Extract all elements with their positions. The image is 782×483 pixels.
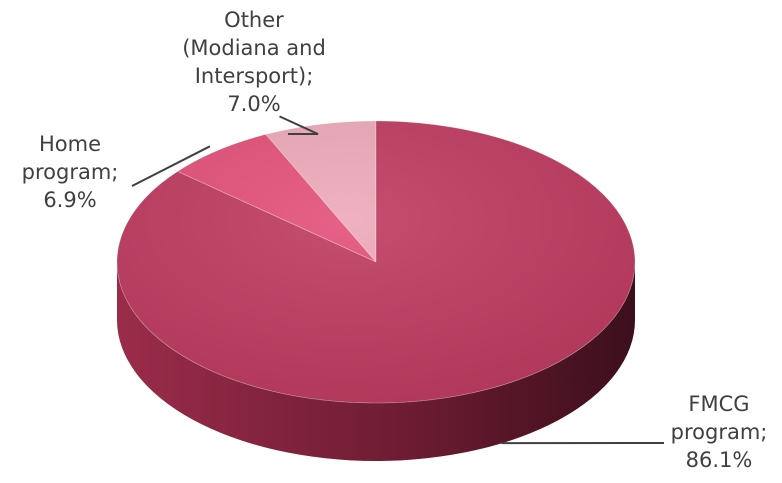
pie-top-face <box>116 120 636 404</box>
leader-lines <box>131 115 665 445</box>
leader-line-home <box>131 145 211 187</box>
slice-label-other: Other (Modiana and Intersport); 7.0% <box>182 8 326 116</box>
pie-side-wall-fmcg <box>117 262 635 461</box>
leader-line-other <box>279 115 319 135</box>
slice-label-home: Home program; 6.9% <box>21 132 119 212</box>
pie-top-shading <box>117 121 635 403</box>
slice-label-fmcg: FMCG program; 86.1% <box>670 392 768 472</box>
pie-side-wall <box>117 262 635 461</box>
